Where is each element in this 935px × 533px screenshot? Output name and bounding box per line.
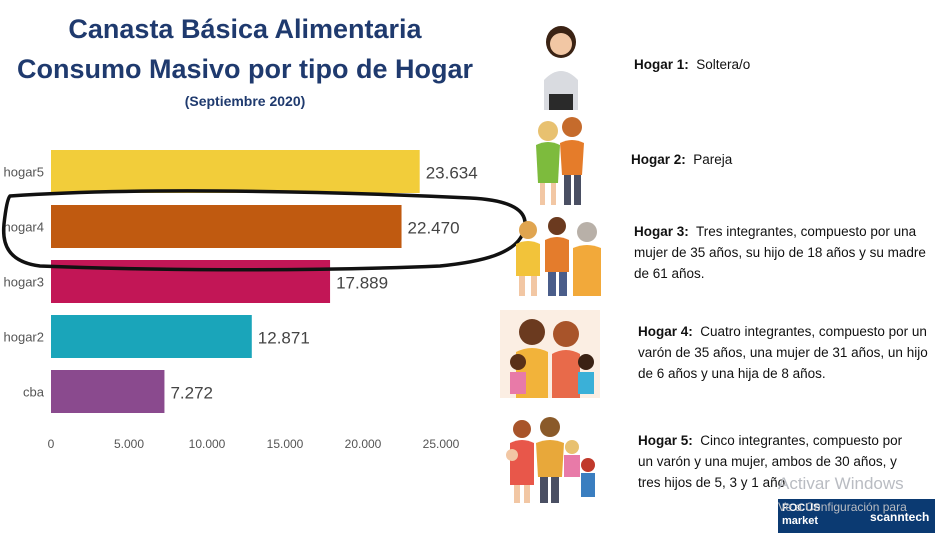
category-label-hogar4: hogar4 <box>4 220 44 235</box>
category-label-cba: cba <box>23 385 45 400</box>
category-label-hogar2: hogar2 <box>4 330 44 345</box>
x-tick-label: 0 <box>48 437 55 451</box>
household-3-label: Hogar 3: <box>634 224 689 239</box>
household-4-text: Cuatro integrantes, compuesto por un var… <box>638 324 928 381</box>
windows-activation-watermark: Activar Windows <box>778 474 904 493</box>
household-4-label: Hogar 4: <box>638 324 693 339</box>
focus-market-logo: FOCUS market <box>782 502 821 527</box>
x-tick-label: 10.000 <box>189 437 226 451</box>
value-label-cba: 7.272 <box>170 384 213 403</box>
x-tick-label: 25.000 <box>423 437 460 451</box>
household-2-label: Hogar 2: <box>631 152 686 167</box>
bar-hogar5 <box>51 150 420 193</box>
bar-chart: hogar5 hogar4 hogar3 hogar2 cba 23.634 22.470… <box>1 150 527 451</box>
household-5-label: Hogar 5: <box>638 433 693 448</box>
bar-hogar2 <box>51 315 252 358</box>
scanntech-logo: scanntech <box>870 510 930 524</box>
household-2-text: Pareja <box>693 152 733 167</box>
value-label-hogar2: 12.871 <box>258 329 310 348</box>
category-label-hogar3: hogar3 <box>4 275 44 290</box>
title-line-1: Canasta Básica Alimentaria <box>68 14 422 44</box>
couple-icon <box>536 117 584 205</box>
household-1-label: Hogar 1: <box>634 57 689 72</box>
three-member-family-icon <box>516 217 601 296</box>
title-date: (Septiembre 2020) <box>184 93 306 109</box>
single-person-icon <box>544 26 578 110</box>
highlight-oval-annotation <box>1 189 527 272</box>
partner-logos: FOCUS market scanntech <box>778 499 935 533</box>
household-1-description: Hogar 1: Soltera/o <box>634 54 924 75</box>
windows-activation-subtext: Ve a Configuración para <box>778 500 907 514</box>
value-label-hogar5: 23.634 <box>426 164 478 183</box>
household-2-description: Hogar 2: Pareja <box>631 149 921 170</box>
household-5-description: Hogar 5: Cinco integrantes, compuesto po… <box>638 430 912 493</box>
five-member-family-icon <box>506 417 595 503</box>
bar-hogar4 <box>51 205 402 248</box>
value-label-hogar4: 22.470 <box>408 219 460 238</box>
household-3-description: Hogar 3: Tres integrantes, compuesto por… <box>634 221 926 284</box>
title-line-2: Consumo Masivo por tipo de Hogar <box>16 54 474 84</box>
x-tick-label: 15.000 <box>267 437 304 451</box>
household-1-text: Soltera/o <box>696 57 751 72</box>
four-member-family-icon <box>500 310 600 398</box>
category-label-hogar5: hogar5 <box>4 165 44 180</box>
household-4-description: Hogar 4: Cuatro integrantes, compuesto p… <box>638 321 928 384</box>
household-3-text: Tres integrantes, compuesto por una muje… <box>634 224 926 281</box>
x-tick-label: 20.000 <box>345 437 382 451</box>
household-5-text: Cinco integrantes, compuesto por un varó… <box>638 433 903 490</box>
bar-cba <box>51 370 165 413</box>
value-label-hogar3: 17.889 <box>336 274 388 293</box>
x-tick-label: 5.000 <box>114 437 144 451</box>
